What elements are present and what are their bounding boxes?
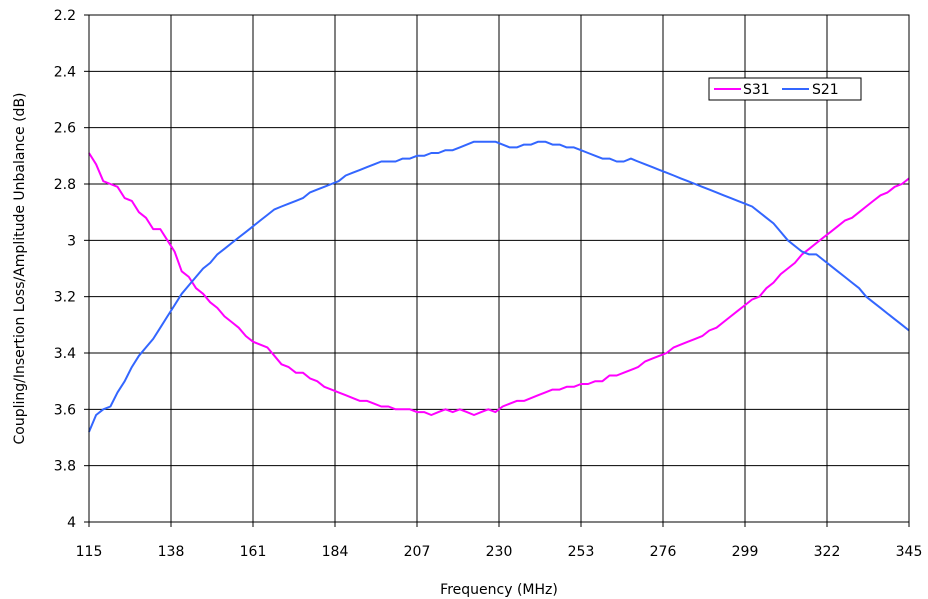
x-tick-label: 138 xyxy=(158,544,185,560)
y-axis-title: Coupling/Insertion Loss/Amplitude Unbala… xyxy=(12,92,28,444)
y-tick-label: 2.2 xyxy=(54,8,76,24)
y-tick-label: 3.6 xyxy=(54,402,76,418)
x-tick-label: 299 xyxy=(732,544,759,560)
x-tick-label: 184 xyxy=(322,544,349,560)
x-tick-label: 161 xyxy=(240,544,267,560)
y-tick-label: 3.8 xyxy=(54,459,76,475)
y-tick-label: 3.4 xyxy=(54,346,76,362)
y-tick-label: 2.4 xyxy=(54,64,76,80)
legend-label-s21: S21 xyxy=(812,82,839,98)
x-axis-title: Frequency (MHz) xyxy=(440,582,558,598)
x-tick-label: 115 xyxy=(76,544,103,560)
x-tick-label: 322 xyxy=(814,544,841,560)
y-tick-label: 2.6 xyxy=(54,121,76,137)
x-tick-label: 276 xyxy=(650,544,677,560)
x-tick-label: 253 xyxy=(568,544,595,560)
y-tick-label: 4 xyxy=(67,515,76,531)
y-tick-label: 3 xyxy=(67,233,76,249)
y-tick-label: 2.8 xyxy=(54,177,76,193)
x-tick-label: 230 xyxy=(486,544,513,560)
x-tick-label: 207 xyxy=(404,544,431,560)
series-line-s31 xyxy=(88,152,910,416)
x-axis-ticks: 115 138 161 184 207 230 253 276 299 322 345 xyxy=(76,522,923,560)
y-axis-ticks: 2.2 2.4 2.6 2.8 3 3.2 3.4 3.6 3.8 4 xyxy=(54,8,89,531)
series-line-s21 xyxy=(88,140,910,433)
y-tick-label: 3.2 xyxy=(54,290,76,306)
x-tick-label: 345 xyxy=(896,544,923,560)
legend-label-s31: S31 xyxy=(743,82,770,98)
legend: S31 S21 xyxy=(708,77,862,101)
series-lines xyxy=(88,140,910,433)
